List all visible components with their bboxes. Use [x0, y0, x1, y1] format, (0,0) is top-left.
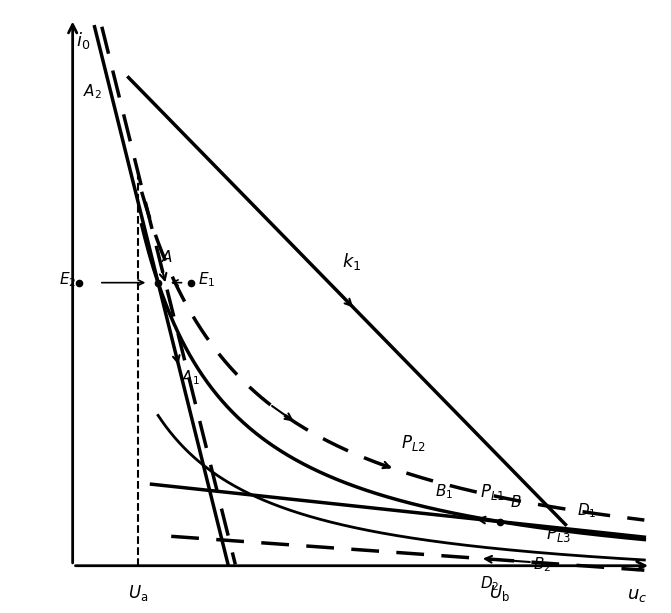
Text: $k_1$: $k_1$ [342, 251, 362, 272]
Text: $A_1$: $A_1$ [181, 368, 200, 387]
Text: $i_0$: $i_0$ [76, 31, 90, 51]
Text: $E_2$: $E_2$ [58, 270, 76, 289]
Text: $P_{L2}$: $P_{L2}$ [401, 433, 426, 453]
Text: $E_1$: $E_1$ [197, 270, 215, 289]
Text: $D_2$: $D_2$ [480, 574, 500, 593]
Text: $A$: $A$ [161, 249, 174, 265]
Text: $P_{L3}$: $P_{L3}$ [546, 524, 571, 544]
Text: $D_1$: $D_1$ [576, 501, 596, 520]
Text: $U_{\mathrm{b}}$: $U_{\mathrm{b}}$ [489, 584, 510, 603]
Text: $B_1$: $B_1$ [435, 482, 453, 501]
Text: $B_2$: $B_2$ [533, 555, 551, 574]
Text: $P_{L1}$: $P_{L1}$ [480, 482, 505, 502]
Text: $A_2$: $A_2$ [83, 82, 102, 101]
Text: $B$: $B$ [510, 494, 521, 510]
Text: $U_{\mathrm{a}}$: $U_{\mathrm{a}}$ [128, 584, 148, 603]
Text: $u_c$: $u_c$ [627, 586, 648, 604]
